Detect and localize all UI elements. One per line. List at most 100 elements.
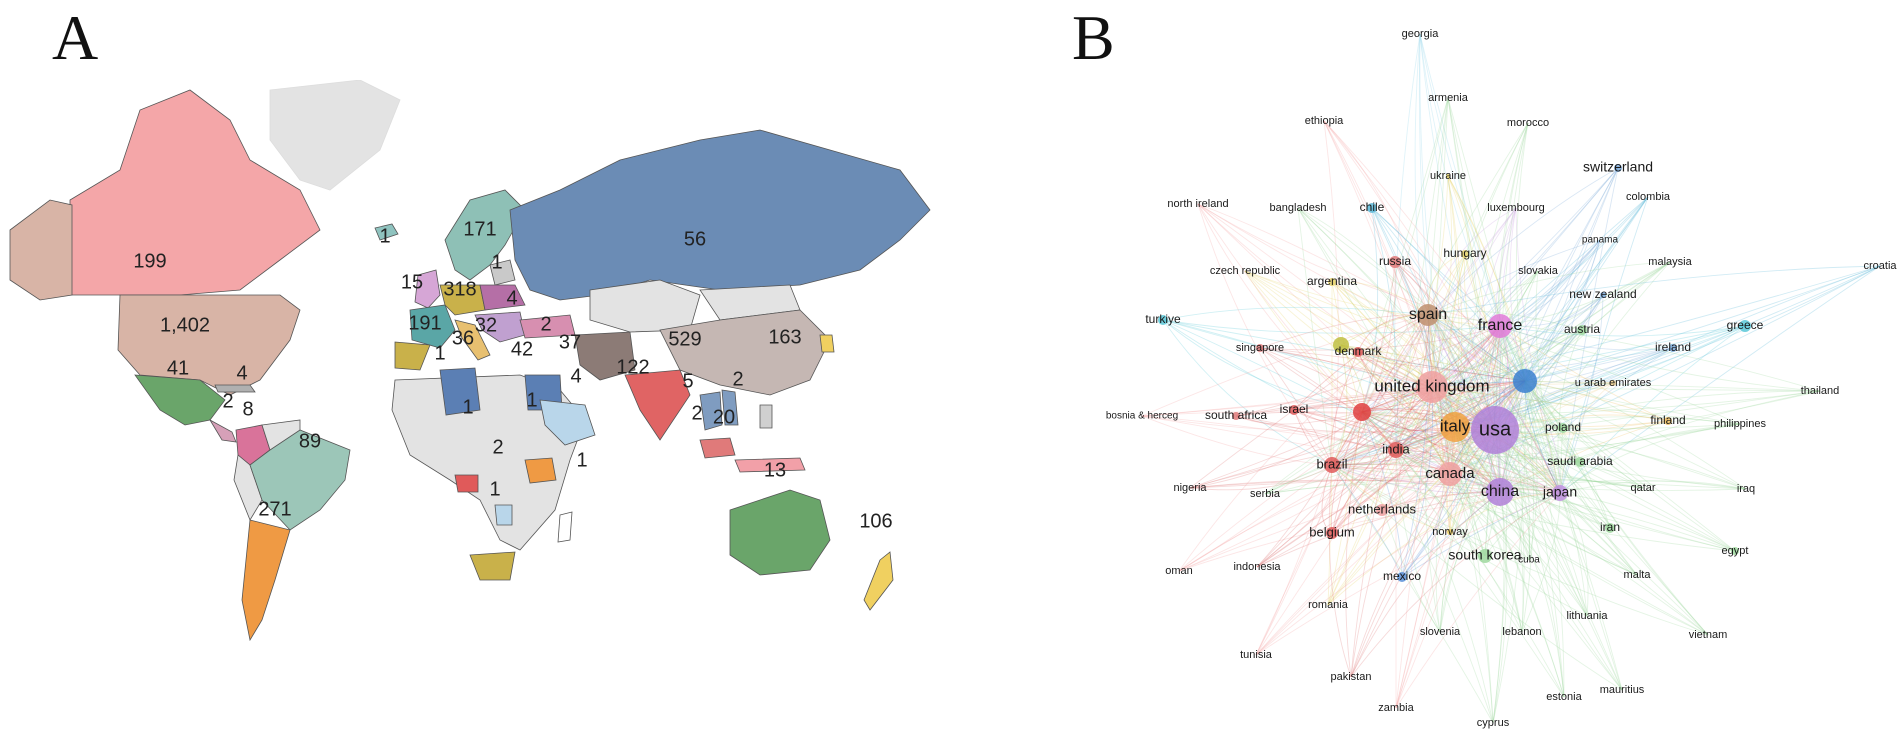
network-edge [1244,270,1397,451]
network-edge [1361,411,1741,430]
network-edge [1431,207,1517,388]
network-edge [1340,344,1501,493]
network-edge [1197,203,1526,382]
count-label-malaysia: 2 [691,402,702,424]
region-ethiopia [524,457,557,484]
network-edge [1371,207,1496,431]
network-edge [1559,382,1614,494]
region-russia [509,129,931,301]
network-edge [1499,325,1638,576]
region-spain [394,341,431,371]
network-edge [1259,347,1526,382]
network-edge [1256,491,1501,568]
network-edge [1449,382,1614,475]
network-edge [1524,325,1746,382]
network-edge [1264,473,1451,495]
network-edge [1449,423,1741,475]
count-label-colombia: 8 [242,398,253,420]
network-edge [1494,122,1529,431]
network-edge [1331,427,1564,466]
network-node-finland [1664,417,1672,425]
network-edge [1499,325,1644,489]
network-edge [1395,449,1494,724]
network-edge [1524,347,1674,382]
network-edge [1162,319,1496,431]
network-edge [1463,253,1496,431]
network-edge [1323,120,1526,382]
network-edge [1197,203,1363,413]
network-edge [1197,203,1501,327]
region-poland [479,284,526,311]
network-edge [1524,380,1741,425]
network-edge [1499,325,1669,422]
map-land [9,80,931,642]
network-edge [1449,325,1746,475]
network-edge [1524,380,1644,489]
network-edge [1559,196,1649,494]
network-edge [1331,281,1429,316]
network-label-japan: japan [1542,484,1577,500]
network-edge [1141,415,1561,494]
network-edge [1431,175,1453,388]
network-edge [1499,347,1674,493]
region-italy [454,319,491,361]
network-edge [1323,120,1429,316]
network-edge [1395,429,1496,709]
network-edge [1454,426,1623,691]
network-edge [1394,261,1451,475]
network-edge [1431,196,1649,388]
network-node-china [1486,478,1514,506]
count-label-arabia: 4 [570,365,581,387]
network-edge [1395,492,1561,709]
network-edge [1255,491,1501,656]
network-edge [1494,265,1881,431]
network-edge [1371,207,1456,428]
count-label-canada: 199 [133,250,166,272]
region-baltic [489,259,516,286]
network-edge [1259,347,1397,451]
network-edge [1327,464,1333,606]
network-label-france: france [1478,317,1523,334]
network-label-thailand: thailand [1801,385,1840,397]
network-edge [1345,411,1363,678]
network-edge [1361,411,1736,552]
network-edge [1494,325,1746,431]
network-node-india [1388,442,1404,458]
network-edge [1439,491,1501,633]
region-philippines [759,404,773,429]
network-edge [1197,203,1496,431]
network-edge [1259,347,1496,431]
region-new-zealand [863,551,894,611]
map-count-labels: 199 1,402 41 4 2 8 89 271 1 171 1 15 318… [133,218,892,532]
network-edge [1350,473,1451,678]
count-label-madagascar: 1 [576,449,587,471]
count-label-egypt: 42 [511,338,533,360]
network-edge [1454,265,1881,428]
network-edge [1499,325,1531,561]
network-edge [1235,415,1456,433]
network-edge [1327,314,1429,606]
region-uk [414,269,441,309]
network-edge [1425,386,1441,633]
network-edge [1515,207,1561,494]
network-edge [1255,464,1333,656]
network-node-canada [1438,462,1462,486]
network-edge [1499,294,1604,327]
network-edge [1431,386,1644,489]
network-edge [1559,492,1623,691]
network-edge [1427,314,1526,382]
network-edge [1141,386,1433,417]
network-edge [1361,411,1530,561]
network-edge [1361,411,1441,633]
network-edge [1454,270,1539,428]
network-edge [1447,175,1463,428]
network-edge [1255,429,1496,656]
network-edge [1559,492,1589,617]
network-edge [1361,411,1403,578]
network-edge [1141,314,1429,417]
network-edge [1431,386,1530,561]
network-edge [1427,314,1741,425]
network-edge [1331,386,1433,534]
network-edge [1331,464,1451,481]
network-edge [1395,294,1604,451]
